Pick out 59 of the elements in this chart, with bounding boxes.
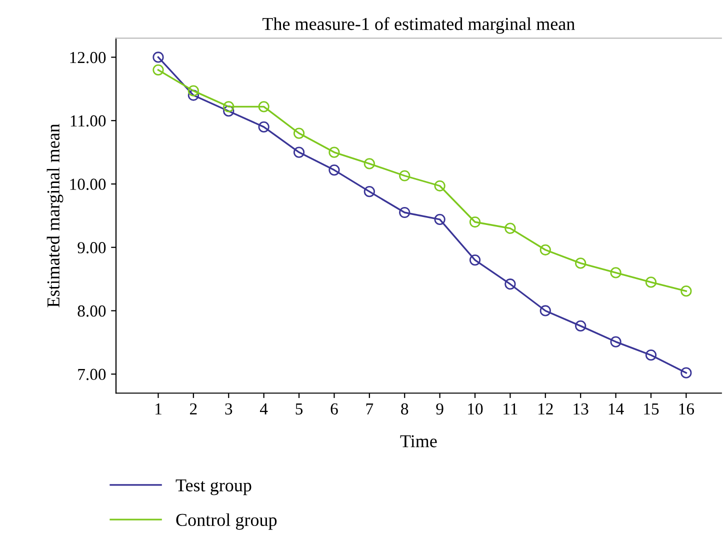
x-tick-label: 12	[538, 403, 553, 414]
x-tick-label: 5	[296, 403, 303, 415]
x-tick-label: 16	[679, 403, 694, 415]
point	[152, 52, 164, 63]
point	[293, 128, 305, 139]
point	[434, 214, 446, 226]
point	[399, 170, 410, 182]
point	[540, 305, 551, 316]
y-tick-label: 8.00	[78, 305, 106, 317]
point	[258, 101, 270, 112]
point	[504, 222, 516, 234]
point	[223, 101, 234, 112]
point	[188, 90, 199, 101]
point	[575, 320, 586, 332]
x-tick-label: 13	[574, 403, 588, 415]
x-tick-label: 7	[366, 403, 374, 414]
point	[540, 244, 551, 256]
point	[364, 186, 375, 198]
x-tick-label: 8	[401, 403, 408, 415]
point	[152, 64, 164, 76]
legend-label: Control group	[176, 513, 277, 530]
point	[399, 206, 410, 218]
point	[469, 254, 481, 266]
point	[293, 146, 305, 158]
point	[328, 146, 340, 158]
point	[188, 85, 199, 96]
point	[645, 276, 657, 288]
point	[469, 216, 481, 228]
point	[610, 267, 622, 278]
x-tick-label: 6	[330, 403, 338, 415]
point	[328, 164, 340, 176]
y-tick-label: 12.00	[70, 52, 106, 64]
point	[680, 367, 692, 378]
point	[258, 121, 270, 132]
y-tick-label: 11.00	[70, 115, 106, 127]
x-tick-label: 10	[468, 403, 483, 415]
x-tick-label: 11	[504, 403, 518, 414]
x-tick-label: 15	[644, 403, 659, 415]
x-tick-label: 1	[156, 403, 162, 414]
point	[680, 286, 692, 297]
y-tick-label: 10.00	[70, 178, 106, 190]
x-tick-label: 3	[225, 403, 232, 415]
point	[645, 350, 657, 361]
y-tick-label: 9.00	[78, 242, 106, 254]
point	[434, 180, 446, 192]
point	[504, 278, 516, 290]
point	[223, 106, 234, 117]
point	[575, 258, 586, 269]
x-tick-label: 14	[608, 403, 624, 414]
y-tick-label: 7.00	[78, 368, 106, 380]
x-tick-label: 9	[436, 403, 444, 415]
legend-label: Test group	[176, 479, 252, 496]
y-axis-title: Estimated marginal mean	[46, 124, 64, 308]
point	[610, 336, 622, 348]
chart-title: The measure-1 of estimated marginal mean	[262, 17, 575, 34]
point	[364, 158, 375, 170]
x-tick-label: 4	[260, 403, 268, 414]
x-axis-title: Time	[400, 435, 437, 448]
x-tick-label: 2	[190, 403, 197, 414]
